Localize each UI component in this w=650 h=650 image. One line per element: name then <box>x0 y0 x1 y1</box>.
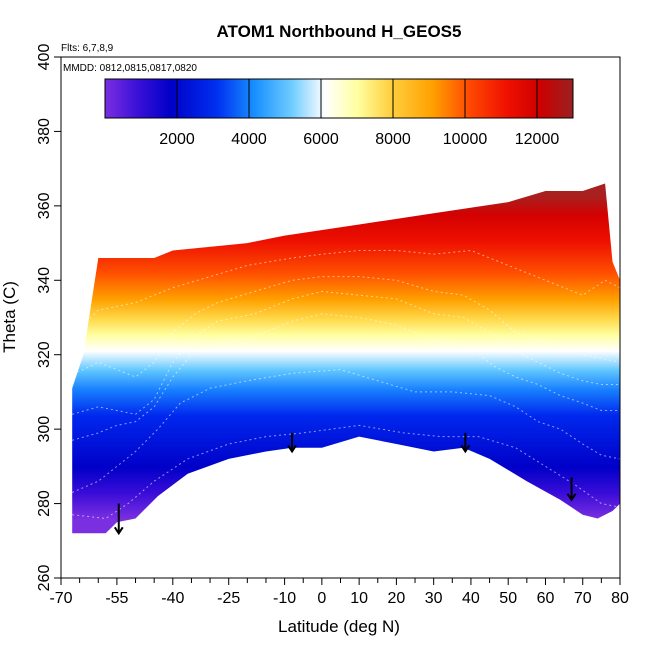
y-tick-label: 400 <box>36 44 53 71</box>
x-axis: -70 -55 -40 -25 -10 0 10 20 30 40 50 60 70 80 <box>49 578 629 607</box>
colorbar-tick-label: 8000 <box>375 131 411 148</box>
contour-4000 <box>72 369 620 493</box>
contour-10000 <box>72 276 620 378</box>
contour-8000 <box>72 290 620 415</box>
arrows-layer <box>113 432 577 536</box>
x-tick-label: 40 <box>462 590 480 607</box>
x-tick-label: -40 <box>161 590 184 607</box>
colorbar-tick-label: 2000 <box>159 131 195 148</box>
contour-2000 <box>72 424 620 520</box>
colorbar-tick-label: 10000 <box>443 131 488 148</box>
y-tick-label: 320 <box>36 341 53 368</box>
dates-annotation: MMDD: 0812,0815,0817,0820 <box>63 63 197 74</box>
x-tick-label: 80 <box>611 590 629 607</box>
x-tick-label: -70 <box>49 590 72 607</box>
y-tick-label: 340 <box>36 267 53 294</box>
contour-12000 <box>71 249 620 337</box>
x-tick-label: -55 <box>105 590 128 607</box>
x-tick-label: 20 <box>388 590 406 607</box>
heatmap-region <box>72 183 620 534</box>
colorbar-fill <box>104 78 574 119</box>
y-tick-label: 260 <box>36 565 53 592</box>
colorbar-ticks: 2000 4000 6000 8000 10000 12000 <box>159 79 559 148</box>
x-tick-label: 60 <box>537 590 555 607</box>
y-axis: 260 280 300 320 340 360 380 400 <box>36 44 61 592</box>
y-axis-label: Theta (C) <box>0 281 19 353</box>
x-tick-label: 70 <box>574 590 592 607</box>
x-tick-label: 0 <box>317 590 326 607</box>
colorbar-tick-label: 6000 <box>303 131 339 148</box>
contour-6000 <box>72 313 620 441</box>
x-axis-label: Latitude (deg N) <box>278 617 400 636</box>
arrow-head-2 <box>460 444 471 454</box>
data-layer <box>71 183 620 536</box>
colorbar-tick-label: 4000 <box>231 131 267 148</box>
contours-layer <box>71 249 620 520</box>
chart-title: ATOM1 Northbound H_GEOS5 <box>217 22 462 41</box>
arrow-head-3 <box>566 493 577 502</box>
flights-annotation: Flts: 6,7,8,9 <box>61 43 114 54</box>
x-tick-label: -10 <box>273 590 296 607</box>
x-tick-label: -25 <box>217 590 240 607</box>
x-tick-label: 10 <box>350 590 368 607</box>
x-tick-label: 50 <box>499 590 517 607</box>
colorbar: 2000 4000 6000 8000 10000 12000 <box>104 78 574 148</box>
y-tick-label: 360 <box>36 192 53 219</box>
y-tick-label: 280 <box>36 490 53 517</box>
arrow-head-0 <box>113 526 124 536</box>
arrow-head-1 <box>287 444 297 454</box>
y-tick-label: 300 <box>36 416 53 443</box>
x-tick-label: 30 <box>425 590 443 607</box>
colorbar-tick-label: 12000 <box>515 131 560 148</box>
y-tick-label: 380 <box>36 118 53 145</box>
